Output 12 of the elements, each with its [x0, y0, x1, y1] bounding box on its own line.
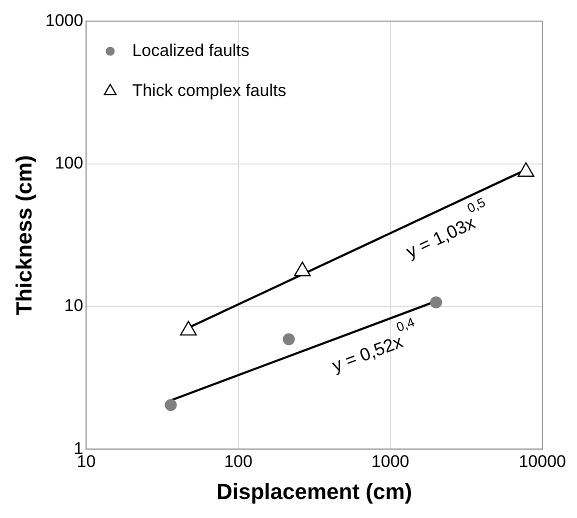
y-tick-label: 10	[64, 296, 84, 316]
x-tick-label: 10000	[518, 452, 566, 472]
y-axis-title: Thickness (cm)	[11, 155, 36, 316]
x-tick-label: 100	[224, 452, 252, 472]
legend-label: Thick complex faults	[132, 80, 286, 100]
y-tick-label: 100	[54, 154, 84, 173]
annotation: y = 0,52x0,4	[329, 314, 417, 376]
y-tick-label: 1000	[45, 10, 84, 30]
annotation: y = 1,03x0,5	[403, 194, 488, 262]
x-axis-title: Displacement (cm)	[216, 478, 412, 504]
legend-label: Localized faults	[132, 40, 250, 60]
x-tick-label: 1000	[371, 452, 410, 472]
